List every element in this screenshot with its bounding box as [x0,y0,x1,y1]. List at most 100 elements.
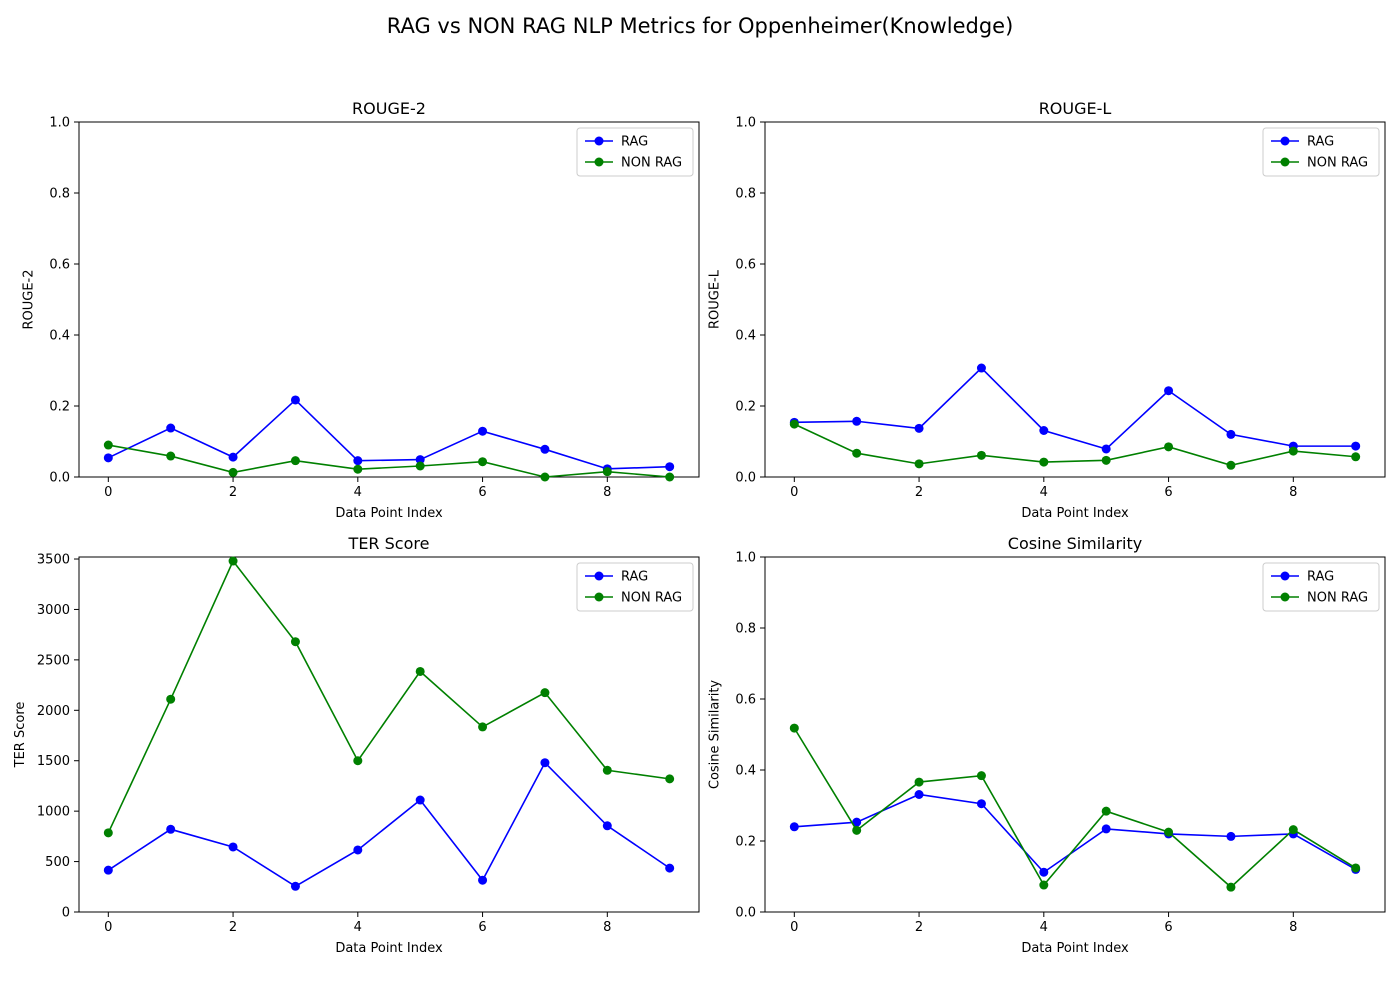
x-axis-label: Data Point Index [335,941,443,956]
legend-marker-rag [1280,571,1290,581]
y-tick-label: 0.4 [49,329,70,344]
data-point-non-rag [976,450,986,460]
data-point-rag [1039,425,1049,435]
y-axis-label: ROUGE-2 [21,269,36,329]
data-point-non-rag [166,694,176,704]
subplot-rouge-l: ROUGE-L 0 2 4 6 8 0.0 0.2 0.4 0.6 0.8 1.0 Data Point… [707,99,1386,521]
data-point-rag [976,799,986,809]
data-point-rag [789,822,799,832]
y-axis-label: TER Score [13,702,28,769]
legend-frame [1262,127,1380,177]
x-tick-label: 2 [915,920,923,935]
legend: RAG NON RAG [1262,562,1380,612]
data-point-non-rag [353,464,363,474]
series-line-rag [794,366,1356,450]
data-point-non-rag [540,688,550,698]
data-point-non-rag [166,451,176,461]
data-point-non-rag [976,771,986,781]
figure-title: RAG vs NON RAG NLP Metrics for Oppenheim… [386,14,1014,38]
data-point-rag [1164,386,1174,396]
y-tick-label: 1000 [37,805,70,820]
legend-frame [576,127,694,177]
subplot-ter-score: TER Score 0 2 4 6 8 0 500 1000 1500 2000 2500 3000 35… [13,534,700,956]
data-point-non-rag [665,472,675,482]
axes-frame [764,556,1386,913]
x-tick-label: 2 [229,485,237,500]
data-point-non-rag [914,459,924,469]
data-point-rag [540,444,550,454]
series-line-non-rag [108,444,670,478]
x-tick-label: 4 [354,920,362,935]
y-axis-label: Cosine Similarity [707,680,722,790]
series-line-non-rag [793,727,1357,889]
subplot-title: ROUGE-L [1039,99,1112,118]
subplot-title: ROUGE-2 [352,99,426,118]
x-axis-label: Data Point Index [1021,941,1129,956]
data-point-non-rag [103,828,113,838]
data-point-non-rag [1164,442,1174,452]
subplot-title: Cosine Similarity [1008,534,1142,553]
data-point-non-rag [1164,827,1174,837]
data-point-rag [166,824,176,834]
data-point-non-rag [228,556,238,566]
data-point-rag [1101,824,1111,834]
legend-marker-rag [1280,136,1290,146]
x-tick-label: 8 [1289,485,1297,500]
legend-label-non-rag: NON RAG [1307,156,1368,171]
data-point-rag [852,416,862,426]
y-tick-label: 0.6 [735,693,756,708]
data-point-non-rag [789,419,799,429]
data-point-rag [852,817,862,827]
legend-marker-non-rag [594,592,604,602]
y-tick-label: 0.8 [735,187,756,202]
data-point-non-rag [852,825,862,835]
x-tick-label: 2 [915,485,923,500]
legend-label-non-rag: NON RAG [621,591,682,606]
series-line-rag [107,761,671,888]
y-tick-label: 2500 [37,653,70,668]
x-tick-label: 6 [1164,920,1172,935]
legend-marker-non-rag [594,157,604,167]
data-point-rag [290,395,300,405]
data-point-rag [478,875,488,885]
x-tick-label: 8 [603,920,611,935]
y-tick-label: 0.0 [49,471,70,486]
legend-frame [1262,562,1380,612]
data-point-rag [665,462,675,472]
data-point-rag [228,452,238,462]
data-point-rag [914,789,924,799]
legend-label-non-rag: NON RAG [1307,591,1368,606]
y-tick-label: 500 [45,855,70,870]
legend-label-rag: RAG [621,570,648,585]
legend-label-non-rag: NON RAG [621,156,682,171]
subplot-rouge-2: ROUGE-2 0 2 4 6 8 0.0 0.2 0.4 0.6 0.8 1.0 Data Point… [21,99,700,521]
x-tick-label: 6 [478,920,486,935]
y-tick-label: 0 [62,906,70,921]
data-point-non-rag [1351,863,1361,873]
subplot-title: TER Score [348,534,430,553]
x-tick-label: 6 [1164,485,1172,500]
y-tick-label: 0.2 [49,400,70,415]
y-tick-label: 0.0 [735,906,756,921]
y-tick-label: 1.0 [735,551,756,566]
data-point-non-rag [540,472,550,482]
data-point-non-rag [1101,806,1111,816]
data-point-non-rag [478,457,488,467]
data-point-rag [415,455,425,465]
legend-marker-rag [594,571,604,581]
data-point-non-rag [353,756,363,766]
data-point-non-rag [103,440,113,450]
data-point-non-rag [1226,882,1236,892]
data-point-non-rag [665,774,675,784]
data-point-rag [166,423,176,433]
y-tick-label: 0.8 [49,187,70,202]
x-tick-label: 2 [229,920,237,935]
x-tick-label: 0 [790,485,798,500]
series-line-rag [107,398,670,470]
data-point-rag [1101,444,1111,454]
x-tick-label: 6 [478,485,486,500]
x-tick-label: 4 [1040,920,1048,935]
data-point-non-rag [1351,452,1361,462]
legend-frame [576,562,694,612]
